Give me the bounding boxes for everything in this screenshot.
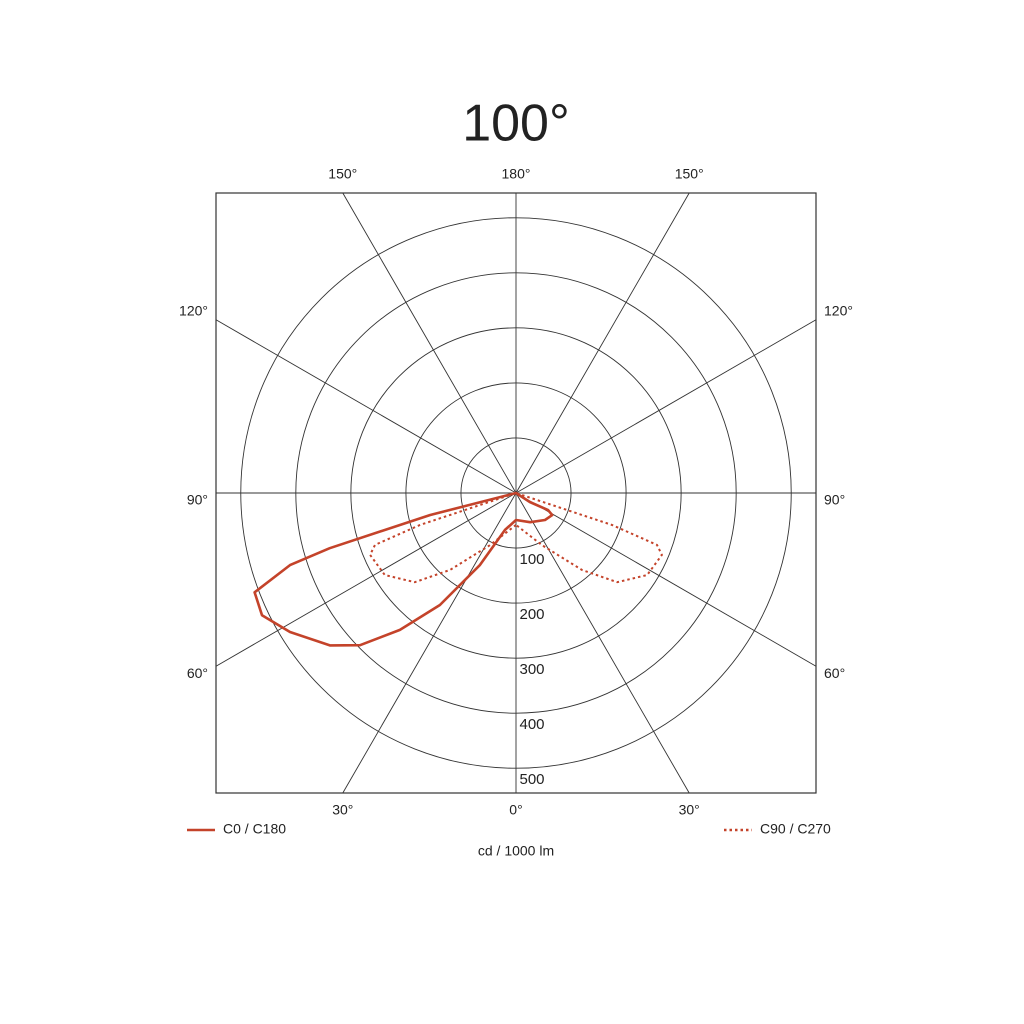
tick-label-bg [518,606,548,624]
angle-label: 90° [824,492,845,508]
tick-label-bg [518,551,548,569]
tick-label-bg [518,661,548,679]
angle-label: 30° [679,802,700,818]
angle-label: 60° [824,665,845,681]
angle-label: 60° [187,665,208,681]
angle-label: 90° [187,492,208,508]
angle-label: 30° [332,802,353,818]
grid-spoke [342,192,517,494]
angle-label: 120° [179,302,208,318]
legend-label: C90 / C270 [760,821,831,837]
series-line [369,492,663,584]
angle-label: 180° [502,166,531,182]
grid-spoke [515,492,690,794]
tick-label-bg [518,771,548,789]
grid-spoke [515,192,690,494]
r-tick-label: 200 [519,606,544,623]
angle-label: 150° [675,166,704,182]
grid-spoke [215,492,517,667]
r-tick-label: 500 [519,771,544,788]
tick-label-bg [518,716,548,734]
grid-spoke [215,319,517,494]
angle-label: 0° [509,802,522,818]
grid-spoke [342,492,517,794]
grid-spoke [515,319,817,494]
series-line [253,491,554,647]
grid-spoke [515,492,817,667]
chart-title: 100° [462,95,570,153]
axis-label: cd / 1000 lm [478,843,554,859]
angle-label: 150° [328,166,357,182]
angle-label: 120° [824,302,853,318]
r-tick-label: 300 [519,661,544,678]
legend-label: C0 / C180 [223,821,286,837]
r-tick-label: 100 [519,551,544,568]
r-tick-label: 400 [519,716,544,733]
